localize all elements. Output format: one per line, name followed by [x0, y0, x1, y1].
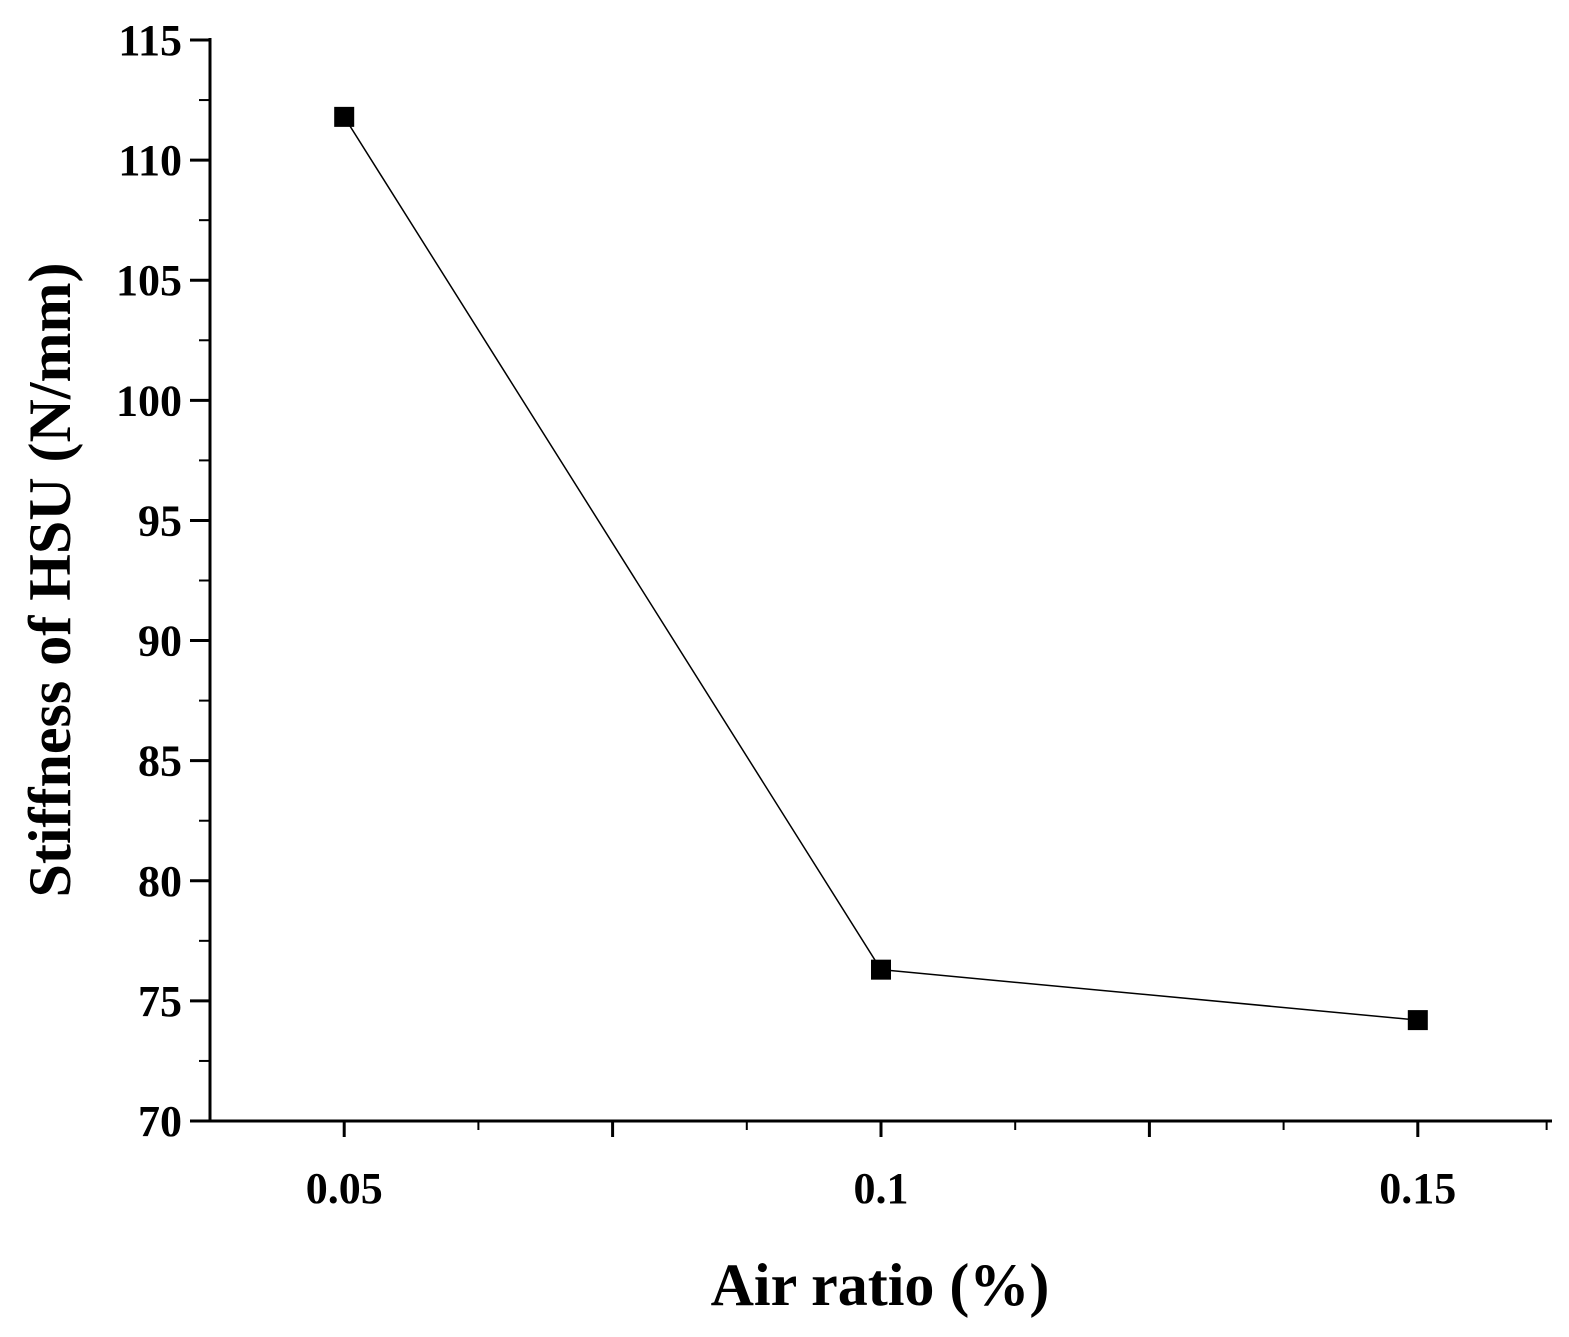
y-tick-label: 115 [118, 16, 182, 65]
data-point-marker [871, 959, 891, 980]
x-axis-title: Air ratio (%) [711, 1252, 1050, 1318]
x-tick-label: 0.05 [306, 1164, 383, 1213]
y-tick-label: 95 [138, 496, 182, 545]
data-point-marker [1407, 1010, 1428, 1031]
y-tick-label: 75 [138, 977, 182, 1026]
y-tick-label: 100 [116, 376, 182, 425]
y-tick-label: 90 [138, 617, 182, 666]
y-tick-label: 105 [116, 256, 182, 305]
axes [208, 38, 1552, 1123]
data-point-marker [334, 106, 355, 127]
x-tick-label: 0.1 [854, 1164, 909, 1213]
y-axis-title: Stiffness of HSU (N/mm) [17, 263, 83, 898]
series-layer [334, 106, 1428, 1031]
y-tick-label: 110 [118, 136, 182, 185]
y-tick-label: 80 [138, 857, 182, 906]
series-line [343, 116, 1418, 1021]
y-tick-label: 70 [138, 1097, 182, 1146]
y-axis-ticks: 70 75 80 85 90 95 100 105 110 115 [116, 16, 210, 1146]
y-tick-label: 85 [138, 737, 182, 786]
x-axis-ticks: 0.05 0.1 0.15 [306, 1121, 1548, 1213]
x-tick-label: 0.15 [1379, 1164, 1456, 1213]
